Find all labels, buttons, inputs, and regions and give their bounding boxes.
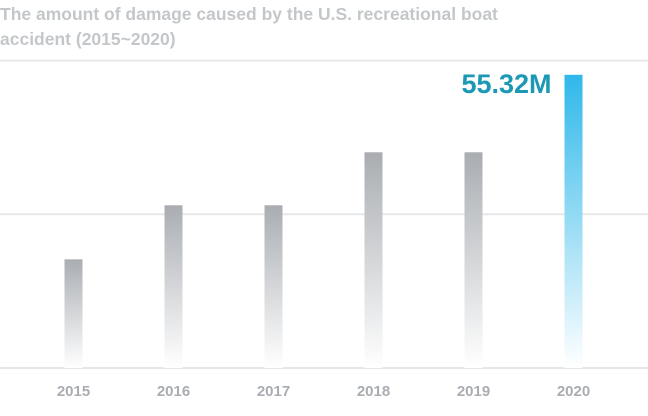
bar-2020: [564, 74, 583, 368]
bar-2015: [64, 259, 83, 368]
bar-2019: [464, 152, 483, 368]
chart-title: The amount of damage caused by the U.S. …: [0, 4, 498, 49]
x-tick-label: 2017: [257, 383, 290, 400]
bar-2016: [164, 205, 183, 368]
bar-2017: [264, 205, 283, 368]
x-tick-label: 2016: [157, 383, 190, 400]
x-tick-label: 2019: [457, 383, 490, 400]
x-tick-label: 2015: [57, 383, 90, 400]
x-tick-label: 2018: [357, 383, 390, 400]
x-tick-label: 2020: [557, 383, 590, 400]
bar-2018: [364, 152, 383, 368]
value-annotation: 55.32M: [461, 69, 551, 99]
